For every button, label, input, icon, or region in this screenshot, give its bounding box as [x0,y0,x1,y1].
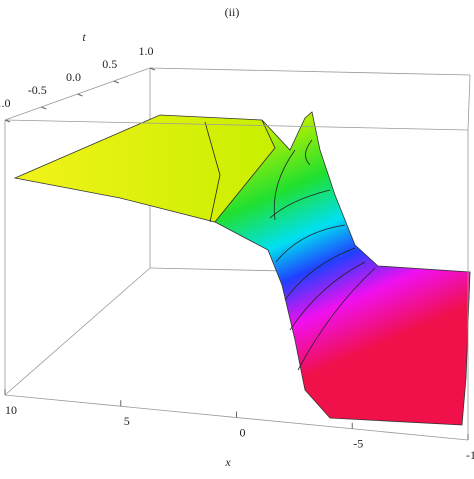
y-axis-label: t [82,30,86,44]
y-tick-label: -1.0 [0,96,11,110]
x-tick-label: 0 [240,425,246,439]
y-tick-label: 0.5 [102,57,117,71]
y-tick [77,93,83,97]
x-tick-label: 10 [5,403,17,417]
x-axis-label: x [224,455,231,469]
y-tick-label: 0.0 [66,70,81,84]
contour-lines [204,121,376,371]
x-tick-label: 5 [124,414,130,428]
x-tick-label: -5 [353,437,363,451]
y-tick-label: 1.0 [139,44,154,58]
surface [214,111,471,426]
y-tick [149,67,156,71]
y-tick-label: -0.5 [28,83,47,97]
chart-title: (ii) [225,5,240,19]
y-tick [4,119,11,123]
x-tick-label: -10 [466,448,474,462]
y-tick [41,106,47,110]
y-tick [113,80,119,84]
